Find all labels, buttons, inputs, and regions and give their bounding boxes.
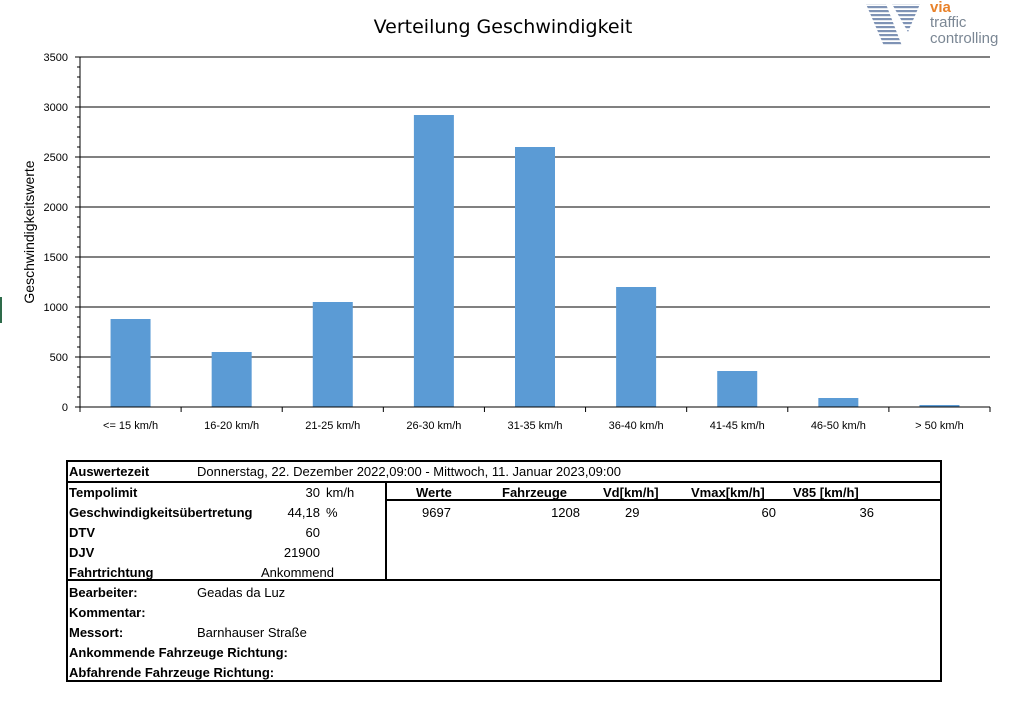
speed-distribution-chart: Verteilung Geschwindigkeit Geschwindigke…	[21, 16, 991, 432]
uebertretung-value: 44,18	[287, 505, 320, 520]
fahrtrichtung-value: Ankommend	[261, 565, 334, 580]
y-tick-label: 1000	[44, 302, 68, 314]
via-traffic-controlling-logo: via traffic controlling	[864, 0, 1014, 52]
y-tick-label: 0	[62, 402, 68, 414]
tempolimit-label: Tempolimit	[69, 485, 138, 500]
y-tick-label: 3500	[44, 52, 68, 64]
auswertezeit-value: Donnerstag, 22. Dezember 2022,09:00 - Mi…	[197, 464, 621, 479]
bar	[616, 287, 657, 407]
axes	[75, 56, 991, 412]
stats-header-fahrzeuge: Fahrzeuge	[502, 485, 568, 500]
y-tick-label: 500	[50, 352, 68, 364]
kommentar-label: Kommentar:	[69, 605, 146, 620]
djv-label: DJV	[69, 545, 95, 560]
divider	[66, 579, 942, 581]
stats-value-werte: 9697	[422, 505, 451, 520]
djv-value: 21900	[283, 545, 320, 560]
bar	[818, 398, 859, 407]
fahrtrichtung-label: Fahrtrichtung	[69, 565, 154, 580]
x-tick-label: 21-25 km/h	[305, 420, 360, 432]
y-tick-label: 3000	[44, 102, 68, 114]
tempolimit-unit: km/h	[326, 485, 355, 500]
left-edge-marker	[0, 297, 2, 323]
stats-header-v85: V85 [km/h]	[793, 485, 859, 500]
messort-label: Messort:	[69, 625, 124, 640]
messort-value: Barnhauser Straße	[197, 625, 307, 640]
logo-text-via: via	[930, 0, 951, 16]
x-tick-label: 31-35 km/h	[507, 420, 562, 432]
x-tick-label: > 50 km/h	[915, 420, 964, 432]
tempolimit-value: 30	[305, 485, 320, 500]
auswertezeit-label: Auswertezeit	[69, 464, 150, 479]
uebertretung-unit: %	[326, 505, 338, 520]
x-tick-label: <= 15 km/h	[103, 420, 158, 432]
stats-value-vmax: 60	[761, 505, 776, 520]
y-tick-label: 1500	[44, 252, 68, 264]
bar	[110, 319, 151, 407]
x-tick-label: 41-45 km/h	[710, 420, 765, 432]
x-tick-label: 26-30 km/h	[406, 420, 461, 432]
dtv-value: 60	[305, 525, 320, 540]
stats-value-vd: 29	[625, 505, 640, 520]
bar	[413, 115, 454, 407]
stats-header-vmax: Vmax[km/h]	[691, 485, 765, 500]
logo-text-traffic: traffic	[930, 14, 967, 31]
y-axis-label: Geschwindigkeitswerte	[21, 160, 37, 303]
bar	[717, 371, 758, 407]
ankommende-richtung-label: Ankommende Fahrzeuge Richtung:	[69, 645, 288, 660]
stats-value-fahrzeuge: 1208	[551, 505, 580, 520]
divider	[385, 499, 942, 501]
uebertretung-label: Geschwindigkeitsübertretung	[69, 505, 253, 520]
dtv-label: DTV	[69, 525, 95, 540]
gridlines	[80, 56, 990, 358]
bar	[211, 352, 252, 407]
info-table	[66, 460, 942, 682]
stats-header-vd: Vd[km/h]	[603, 485, 659, 500]
stats-value-v85: 36	[859, 505, 874, 520]
logo-text-controlling: controlling	[930, 30, 999, 47]
stats-header-werte: Werte	[416, 485, 452, 500]
y-tick-label: 2000	[44, 202, 68, 214]
x-tick-labels: <= 15 km/h 16-20 km/h 21-25 km/h 26-30 km/h…	[103, 420, 964, 432]
y-tick-labels: 0 500 1000 1500 2000 2500 3000 3500	[44, 52, 68, 414]
x-tick-label: 16-20 km/h	[204, 420, 259, 432]
bearbeiter-value: Geadas da Luz	[197, 585, 286, 600]
abfahrende-richtung-label: Abfahrende Fahrzeuge Richtung:	[69, 665, 275, 680]
divider	[385, 481, 387, 581]
bar	[312, 302, 353, 407]
chart-title: Verteilung Geschwindigkeit	[374, 16, 633, 38]
y-tick-label: 2500	[44, 152, 68, 164]
x-tick-label: 36-40 km/h	[609, 420, 664, 432]
divider	[66, 481, 942, 483]
bearbeiter-label: Bearbeiter:	[69, 585, 138, 600]
bars	[110, 115, 960, 407]
bar	[919, 405, 960, 407]
x-tick-label: 46-50 km/h	[811, 420, 866, 432]
bar	[515, 147, 555, 407]
logo-mark-icon	[866, 4, 920, 46]
